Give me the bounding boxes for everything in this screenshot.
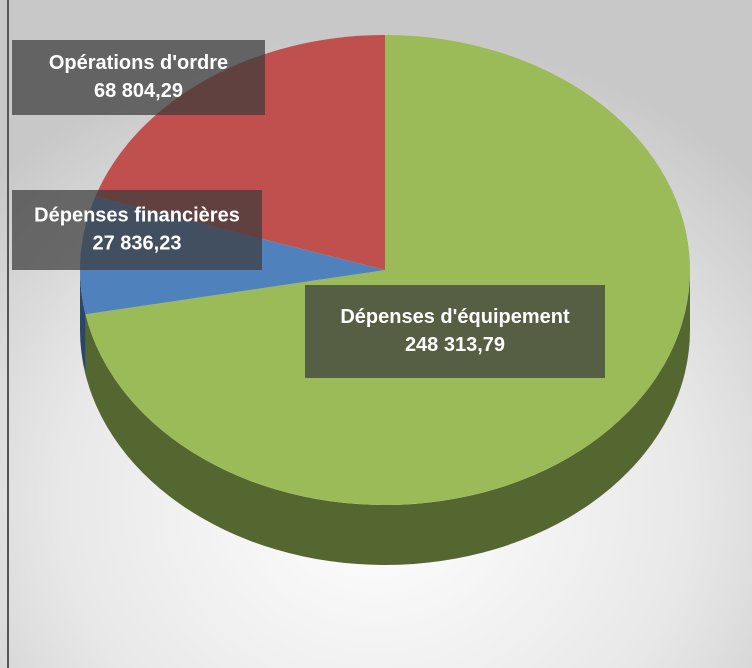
label-box	[12, 40, 265, 115]
value-label: 248 313,79	[405, 334, 505, 356]
category-label: Opérations d'ordre	[49, 52, 228, 74]
slice-side	[85, 270, 691, 565]
labels: Dépenses d'équipement 248 313,79 Dépenses …	[12, 40, 605, 378]
category-label: Dépenses financières	[34, 204, 240, 226]
slice	[85, 35, 691, 505]
category-label: Dépenses d'équipement	[340, 306, 570, 328]
label-box	[305, 285, 605, 378]
label-box	[12, 190, 262, 270]
slice-side	[80, 270, 86, 375]
value-label: 27 836,23	[93, 232, 182, 254]
value-label: 68 804,29	[94, 80, 183, 102]
